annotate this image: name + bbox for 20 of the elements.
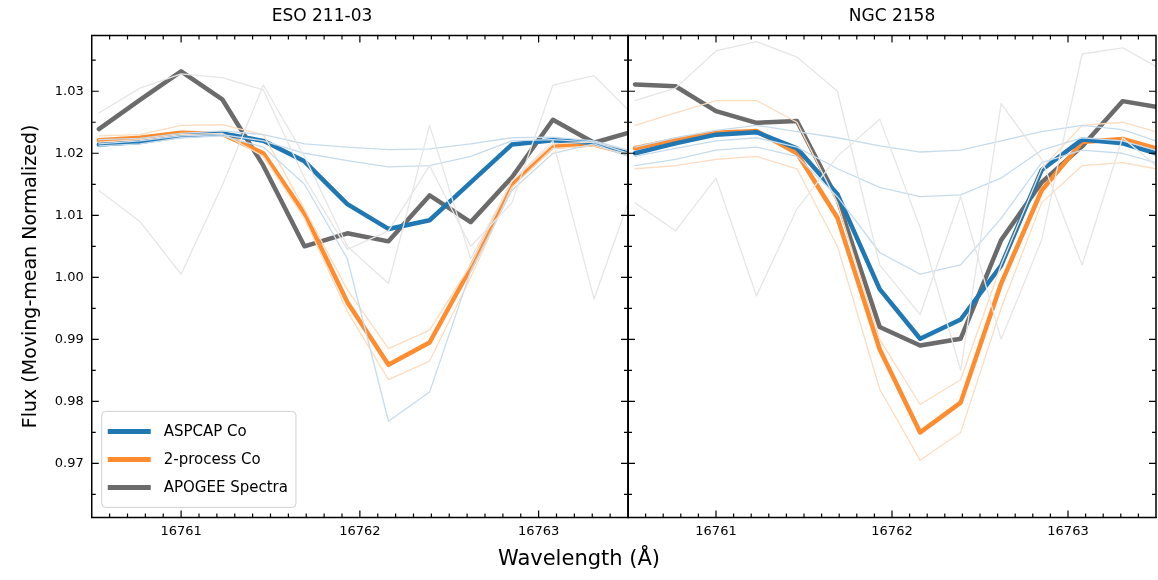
x-tick-label: 16761 [695,522,737,538]
x-axis-title: Wavelength (Å) [497,546,661,570]
y-tick-label: 0.97 [54,454,84,470]
y-tick-label: 1.03 [54,82,84,98]
y-tick-label: 0.98 [54,392,84,408]
y-tick-label: 1.02 [54,144,84,160]
y-tick-label: 1.01 [54,206,84,222]
y-axis-title: Flux (Moving-mean Normalized) [18,124,41,429]
y-tick-label: 0.99 [54,330,84,346]
x-tick-label: 16762 [339,522,381,538]
legend-label: APOGEE Spectra [163,478,288,497]
chart-title: ESO 211-03 [271,4,373,25]
x-tick-label: 16761 [160,522,202,538]
y-tick-label: 1.00 [54,268,84,284]
legend-label: 2-process Co [163,450,261,469]
legend-label: ASPCAP Co [163,422,247,441]
x-tick-label: 16763 [517,522,560,538]
x-tick-label: 16763 [1047,522,1089,538]
x-tick-label: 16762 [871,522,913,538]
chart-title: NGC 2158 [848,4,936,25]
